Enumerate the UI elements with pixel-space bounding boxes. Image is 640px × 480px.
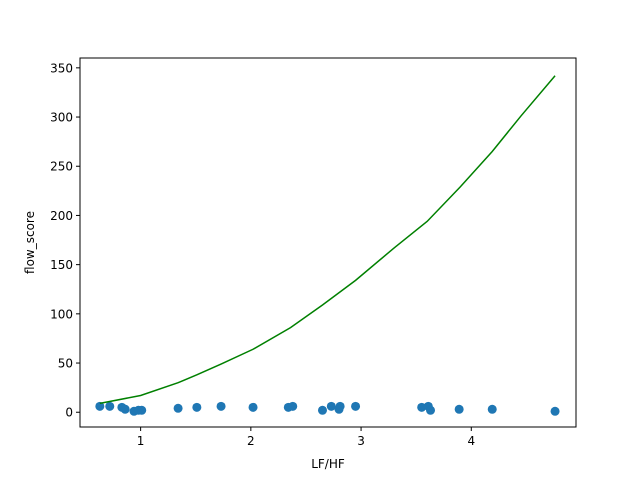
scatter-point — [137, 405, 147, 415]
scatter-point — [335, 401, 345, 411]
axes-frame — [79, 57, 577, 428]
y-tick-label: 250 — [50, 160, 73, 174]
scatter-point — [426, 405, 436, 415]
scatter-point — [192, 402, 202, 412]
y-axis-ticks: 0 50 100 150 200 250 300 350 — [50, 61, 80, 420]
scatter-point — [550, 406, 560, 416]
scatter-point — [317, 405, 327, 415]
scatter-point — [326, 401, 336, 411]
scatter-point — [417, 402, 427, 412]
y-tick-label: 0 — [65, 406, 73, 420]
x-tick-label: 4 — [467, 434, 475, 448]
fit-curve-line — [99, 75, 556, 405]
scatter-point — [288, 401, 298, 411]
y-axis-label: flow_score — [23, 211, 37, 274]
y-tick-label: 100 — [50, 307, 73, 321]
y-tick-label: 50 — [58, 357, 73, 371]
x-tick-label: 3 — [357, 434, 365, 448]
scatter-point — [351, 401, 361, 411]
scatter-point — [454, 404, 464, 414]
y-tick-label: 300 — [50, 111, 73, 125]
scatter-point — [248, 402, 258, 412]
x-tick-label: 1 — [137, 434, 145, 448]
y-tick-label: 200 — [50, 209, 73, 223]
scatter-point — [120, 404, 130, 414]
scatter-point — [216, 401, 226, 411]
x-axis-label: LF/HF — [311, 457, 345, 471]
plot-content — [95, 75, 560, 416]
scatter-point — [95, 401, 105, 411]
x-axis-ticks: 1 2 3 4 — [137, 427, 475, 448]
x-tick-label: 2 — [247, 434, 255, 448]
y-tick-label: 150 — [50, 258, 73, 272]
y-tick-label: 350 — [50, 61, 73, 75]
scatter-point — [173, 403, 183, 413]
scatter-point — [105, 401, 115, 411]
scatter-point — [487, 404, 497, 414]
